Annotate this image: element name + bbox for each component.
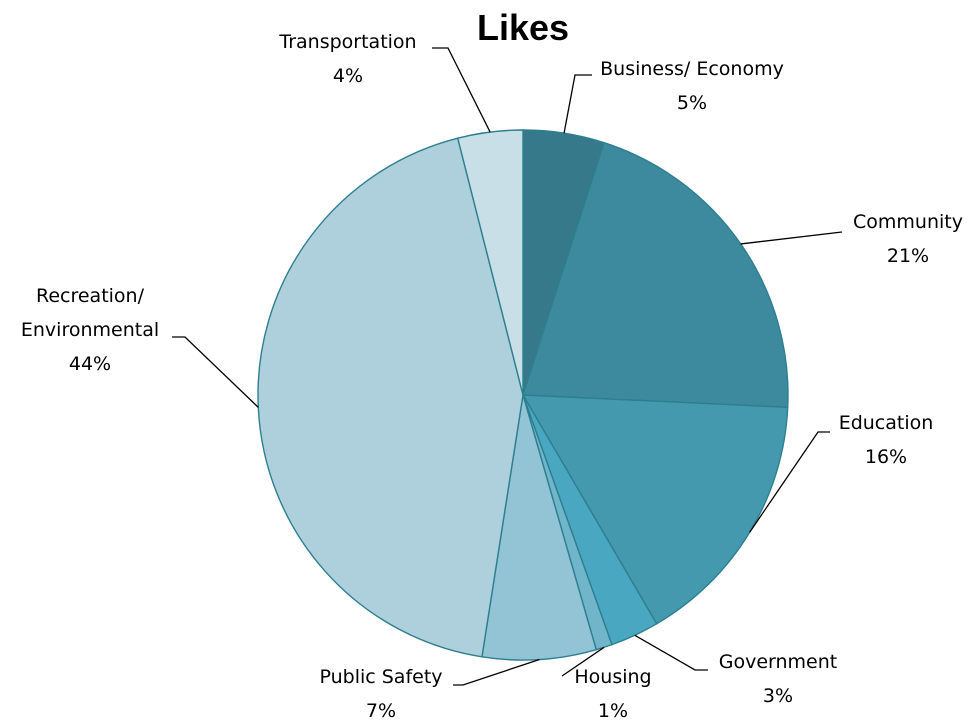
leader-line-housing <box>561 646 605 677</box>
leader-line-education <box>749 431 830 533</box>
pie-slice-public-safety <box>481 394 598 661</box>
data-label-value-housing: 1% <box>598 700 628 722</box>
chart-title: Likes <box>477 7 569 48</box>
data-label-housing: Housing 1% <box>574 666 651 722</box>
leader-line-recreation-environmental <box>172 336 259 408</box>
leader-line-government <box>634 634 708 671</box>
pie-slice-transportation <box>456 129 524 396</box>
leader-line-transportation <box>432 47 491 133</box>
leader-line-business-economy <box>563 74 592 134</box>
data-label-value-recreation-environmental: 44% <box>69 353 111 375</box>
leader-line-community <box>740 231 843 245</box>
leader-lines <box>172 47 843 686</box>
leader-line-public-safety <box>453 658 540 686</box>
data-label-name-housing: Housing <box>574 666 651 688</box>
data-label-transportation: Transportation 4% <box>278 31 416 87</box>
pie-slice-education <box>521 394 789 625</box>
data-label-education: Education 16% <box>839 412 934 468</box>
data-label-value-transportation: 4% <box>333 65 363 87</box>
data-label-name-business-economy: Business/ Economy <box>600 58 784 80</box>
data-label-name-recreation-environmental: Recreation/ <box>36 285 145 307</box>
data-label-value-government: 3% <box>763 685 793 707</box>
data-label-community: Community 21% <box>853 211 963 267</box>
data-label-name-recreation-environmental: Environmental <box>21 319 159 341</box>
data-label-government: Government 3% <box>719 651 838 707</box>
data-label-name-public-safety: Public Safety <box>319 666 442 688</box>
data-label-value-community: 21% <box>887 245 929 267</box>
data-label-public-safety: Public Safety 7% <box>319 666 442 722</box>
pie-slices <box>257 129 789 661</box>
data-label-business-economy: Business/ Economy 5% <box>600 58 784 114</box>
data-label-name-community: Community <box>853 211 963 233</box>
data-label-value-education: 16% <box>865 446 907 468</box>
data-labels: Business/ Economy 5% Community 21% Education… <box>21 31 963 722</box>
data-label-value-public-safety: 7% <box>366 700 396 722</box>
data-label-value-business-economy: 5% <box>677 92 707 114</box>
data-label-name-government: Government <box>719 651 838 673</box>
data-label-name-education: Education <box>839 412 934 434</box>
data-label-recreation-environmental: Recreation/Environmental 44% <box>21 285 159 375</box>
data-label-name-transportation: Transportation <box>278 31 416 53</box>
